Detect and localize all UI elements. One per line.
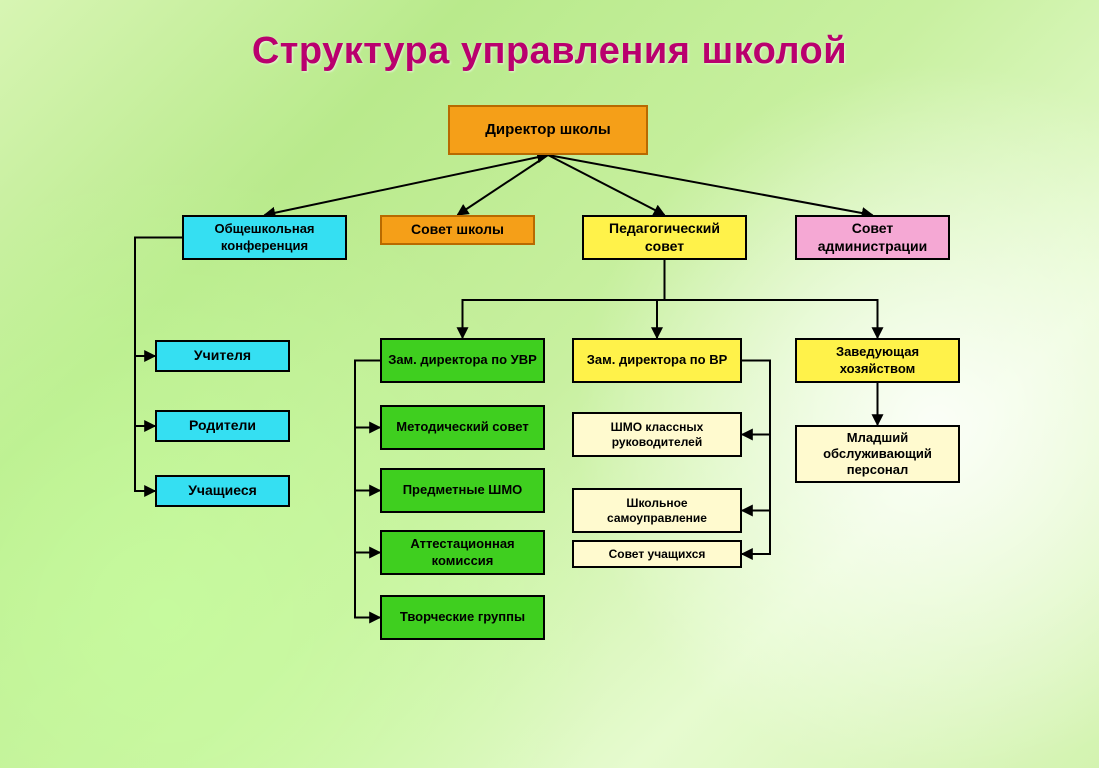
node-attest: Аттестационная комиссия: [380, 530, 545, 575]
node-teachers: Учителя: [155, 340, 290, 372]
node-junior: Младший обслуживающий персонал: [795, 425, 960, 483]
node-zam_uvr: Зам. директора по УВР: [380, 338, 545, 383]
node-students: Учащиеся: [155, 475, 290, 507]
node-selfgov: Школьное самоуправление: [572, 488, 742, 533]
node-shmo_class: ШМО классных руководителей: [572, 412, 742, 457]
node-shmo: Предметные ШМО: [380, 468, 545, 513]
diagram-stage: Структура управления школой Директор шко…: [0, 0, 1099, 768]
node-pedcouncil: Педагогический совет: [582, 215, 747, 260]
node-conference: Общешкольная конференция: [182, 215, 347, 260]
node-admincouncil: Совет администрации: [795, 215, 950, 260]
node-parents: Родители: [155, 410, 290, 442]
node-creative: Творческие группы: [380, 595, 545, 640]
page-title: Структура управления школой: [0, 30, 1099, 73]
node-method: Методический совет: [380, 405, 545, 450]
node-director: Директор школы: [448, 105, 648, 155]
node-zavhoz: Заведующая хозяйством: [795, 338, 960, 383]
node-stud_council: Совет учащихся: [572, 540, 742, 568]
node-zam_vr: Зам. директора по ВР: [572, 338, 742, 383]
node-council: Совет школы: [380, 215, 535, 245]
